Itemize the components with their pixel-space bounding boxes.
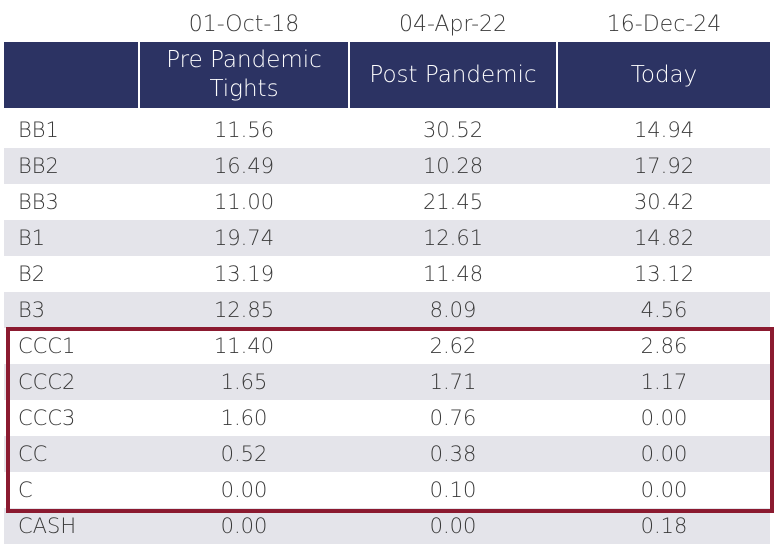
row-label: B1 xyxy=(18,226,46,250)
table-row: CCC3 1.60 0.76 0.00 xyxy=(4,400,770,436)
cell-today: 17.92 xyxy=(633,154,695,178)
cell-post: 12.61 xyxy=(422,226,484,250)
cell-pre: 11.40 xyxy=(213,334,275,358)
table-row: CCC1 11.40 2.62 2.86 xyxy=(4,328,770,364)
cell-today: 0.00 xyxy=(640,442,688,466)
cell-post: 0.38 xyxy=(429,442,477,466)
row-label: CCC1 xyxy=(18,334,76,358)
row-label: BB2 xyxy=(18,154,59,178)
date-row: 01-Oct-18 04-Apr-22 16-Dec-24 xyxy=(0,0,776,42)
date-post-pandemic: 04-Apr-22 xyxy=(398,12,508,37)
cell-today: 1.17 xyxy=(640,370,688,394)
cell-today: 4.56 xyxy=(640,298,688,322)
cell-today: 30.42 xyxy=(633,190,695,214)
cell-post: 0.76 xyxy=(429,406,477,430)
cell-pre: 13.19 xyxy=(213,262,275,286)
cell-post: 11.48 xyxy=(422,262,484,286)
table-row: BB2 16.49 10.28 17.92 xyxy=(4,148,770,184)
cell-today: 2.86 xyxy=(640,334,688,358)
table-row: C 0.00 0.10 0.00 xyxy=(4,472,770,508)
row-label: B3 xyxy=(18,298,46,322)
cell-pre: 0.00 xyxy=(220,514,268,538)
header-blank xyxy=(4,42,138,108)
cell-pre: 16.49 xyxy=(213,154,275,178)
table-row: CASH 0.00 0.00 0.18 xyxy=(4,508,770,544)
date-today: 16-Dec-24 xyxy=(606,12,722,37)
table-row: CC 0.52 0.38 0.00 xyxy=(4,436,770,472)
table-row: B1 19.74 12.61 14.82 xyxy=(4,220,770,256)
table-row: BB3 11.00 21.45 30.42 xyxy=(4,184,770,220)
cell-post: 30.52 xyxy=(422,118,484,142)
cell-today: 0.18 xyxy=(640,514,688,538)
header-today: Today xyxy=(558,42,770,108)
date-pre-pandemic: 01-Oct-18 xyxy=(188,12,300,37)
cell-pre: 19.74 xyxy=(213,226,275,250)
table-header: Pre Pandemic Tights Post Pandemic Today xyxy=(4,42,770,108)
header-post-pandemic: Post Pandemic xyxy=(350,42,556,108)
row-label: CCC3 xyxy=(18,406,76,430)
cell-pre: 0.00 xyxy=(220,478,268,502)
cell-today: 14.82 xyxy=(633,226,695,250)
cell-today: 13.12 xyxy=(633,262,695,286)
cell-post: 2.62 xyxy=(429,334,477,358)
table-row: B3 12.85 8.09 4.56 xyxy=(4,292,770,328)
table-body: BB1 11.56 30.52 14.94 BB2 16.49 10.28 17.92 BB… xyxy=(4,112,770,544)
row-label: CCC2 xyxy=(18,370,76,394)
table-row: CCC2 1.65 1.71 1.17 xyxy=(4,364,770,400)
row-label: CASH xyxy=(18,514,77,538)
cell-today: 0.00 xyxy=(640,406,688,430)
cell-pre: 1.60 xyxy=(220,406,268,430)
cell-post: 0.10 xyxy=(429,478,477,502)
cell-pre: 11.56 xyxy=(213,118,275,142)
header-pre-pandemic: Pre Pandemic Tights xyxy=(140,42,348,108)
table-row: BB1 11.56 30.52 14.94 xyxy=(4,112,770,148)
row-label: BB3 xyxy=(18,190,59,214)
cell-post: 10.28 xyxy=(422,154,484,178)
cell-today: 14.94 xyxy=(633,118,695,142)
cell-post: 0.00 xyxy=(429,514,477,538)
cell-post: 21.45 xyxy=(422,190,484,214)
cell-today: 0.00 xyxy=(640,478,688,502)
cell-post: 8.09 xyxy=(429,298,477,322)
row-label: CC xyxy=(18,442,48,466)
row-label: B2 xyxy=(18,262,46,286)
row-label: C xyxy=(18,478,33,502)
cell-pre: 12.85 xyxy=(213,298,275,322)
cell-post: 1.71 xyxy=(429,370,477,394)
cell-pre: 11.00 xyxy=(213,190,275,214)
cell-pre: 0.52 xyxy=(220,442,268,466)
row-label: BB1 xyxy=(18,118,59,142)
table-row: B2 13.19 11.48 13.12 xyxy=(4,256,770,292)
cell-pre: 1.65 xyxy=(220,370,268,394)
